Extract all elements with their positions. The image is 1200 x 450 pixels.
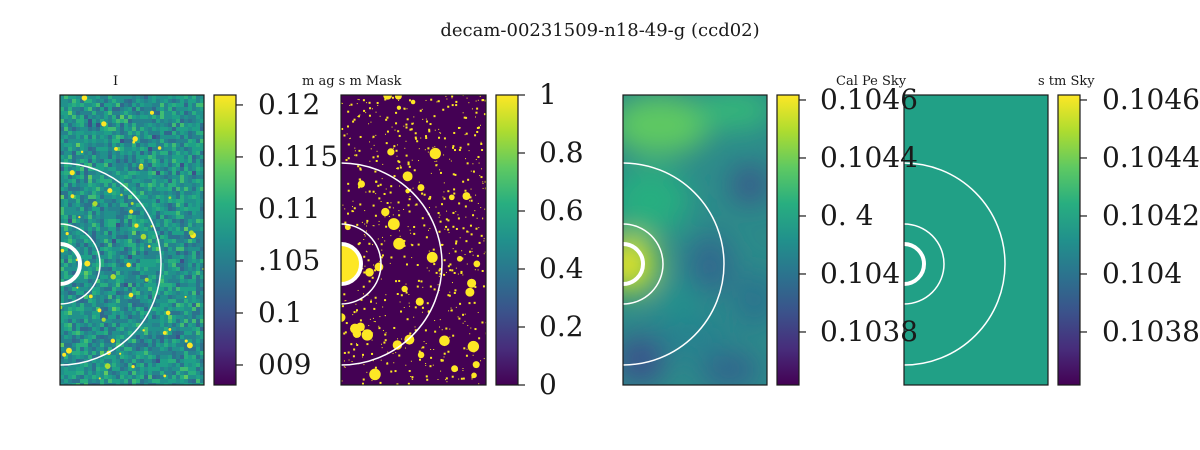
panel-mask (340, 94, 487, 386)
aperture-circles-sky (623, 162, 725, 366)
panel-image (59, 94, 205, 386)
colorbar-mask (495, 94, 519, 386)
colorbar-tick-label: 0.1044 (1102, 140, 1200, 174)
colorbar-tick-label: 0.1038 (820, 314, 918, 348)
aperture-circles-mask (341, 162, 443, 366)
panel-title-sky: Cal Pe Sky (836, 74, 907, 89)
custom-sky-heatmap (904, 95, 1048, 385)
colorbar-tick-label: 0.11 (258, 191, 321, 225)
colorbar-tick-label: 0.4 (539, 252, 584, 285)
panel-title-image: I (113, 74, 119, 89)
colorbar-tick-label: 009 (258, 347, 312, 381)
colorbar-tick-label: 0.1046 (1102, 82, 1200, 116)
panel-frame-image (59, 94, 205, 386)
colorbar-tick-label: 0. 4 (820, 198, 874, 232)
aperture-circles-image (60, 162, 162, 366)
panel-frame-custom-sky (903, 94, 1049, 386)
colorbar-tick-label: 0.1046 (820, 82, 918, 116)
colorbar-tick-label: 0.115 (258, 139, 339, 173)
colorbar-custom-sky (1057, 94, 1081, 386)
noise-heatmap (60, 95, 204, 385)
mask-heatmap (341, 95, 486, 385)
colorbar-tick-marks (236, 94, 1087, 386)
sky-heatmap (623, 95, 767, 385)
colorbar-tick-label: 0.6 (539, 194, 584, 227)
colorbar-tick-label: 1 (539, 78, 557, 111)
panel-custom-sky (903, 94, 1049, 386)
colorbar-tick-label: 0.104 (1102, 256, 1183, 290)
colorbar-tick-label: 0.12 (258, 87, 321, 121)
colorbar-tick-label: 0.1038 (1102, 314, 1200, 348)
colorbar-image (213, 94, 237, 386)
colorbar-tick-label: .105 (258, 243, 321, 277)
figure-title: decam-00231509-n18-49-g (ccd02) (440, 20, 760, 41)
colorbar-tick-label: 0.1044 (820, 140, 918, 174)
panel-title-mask: m ag s m Mask (302, 74, 402, 89)
colorbar-tick-label: 0.1042 (1102, 198, 1200, 232)
colorbar-sky (776, 94, 800, 386)
colorbar-tick-label: 0.8 (539, 136, 584, 169)
panel-frame-sky (622, 94, 768, 386)
panel-sky (622, 94, 768, 386)
colorbar-tick-label: 0.2 (539, 310, 584, 343)
colorbar-tick-label: 0.104 (820, 256, 901, 290)
panel-frame-mask (340, 94, 487, 386)
panel-title-custom-sky: s tm Sky (1038, 74, 1095, 89)
colorbar-tick-label: 0 (539, 368, 557, 401)
colorbar-tick-label: 0.1 (258, 295, 303, 329)
